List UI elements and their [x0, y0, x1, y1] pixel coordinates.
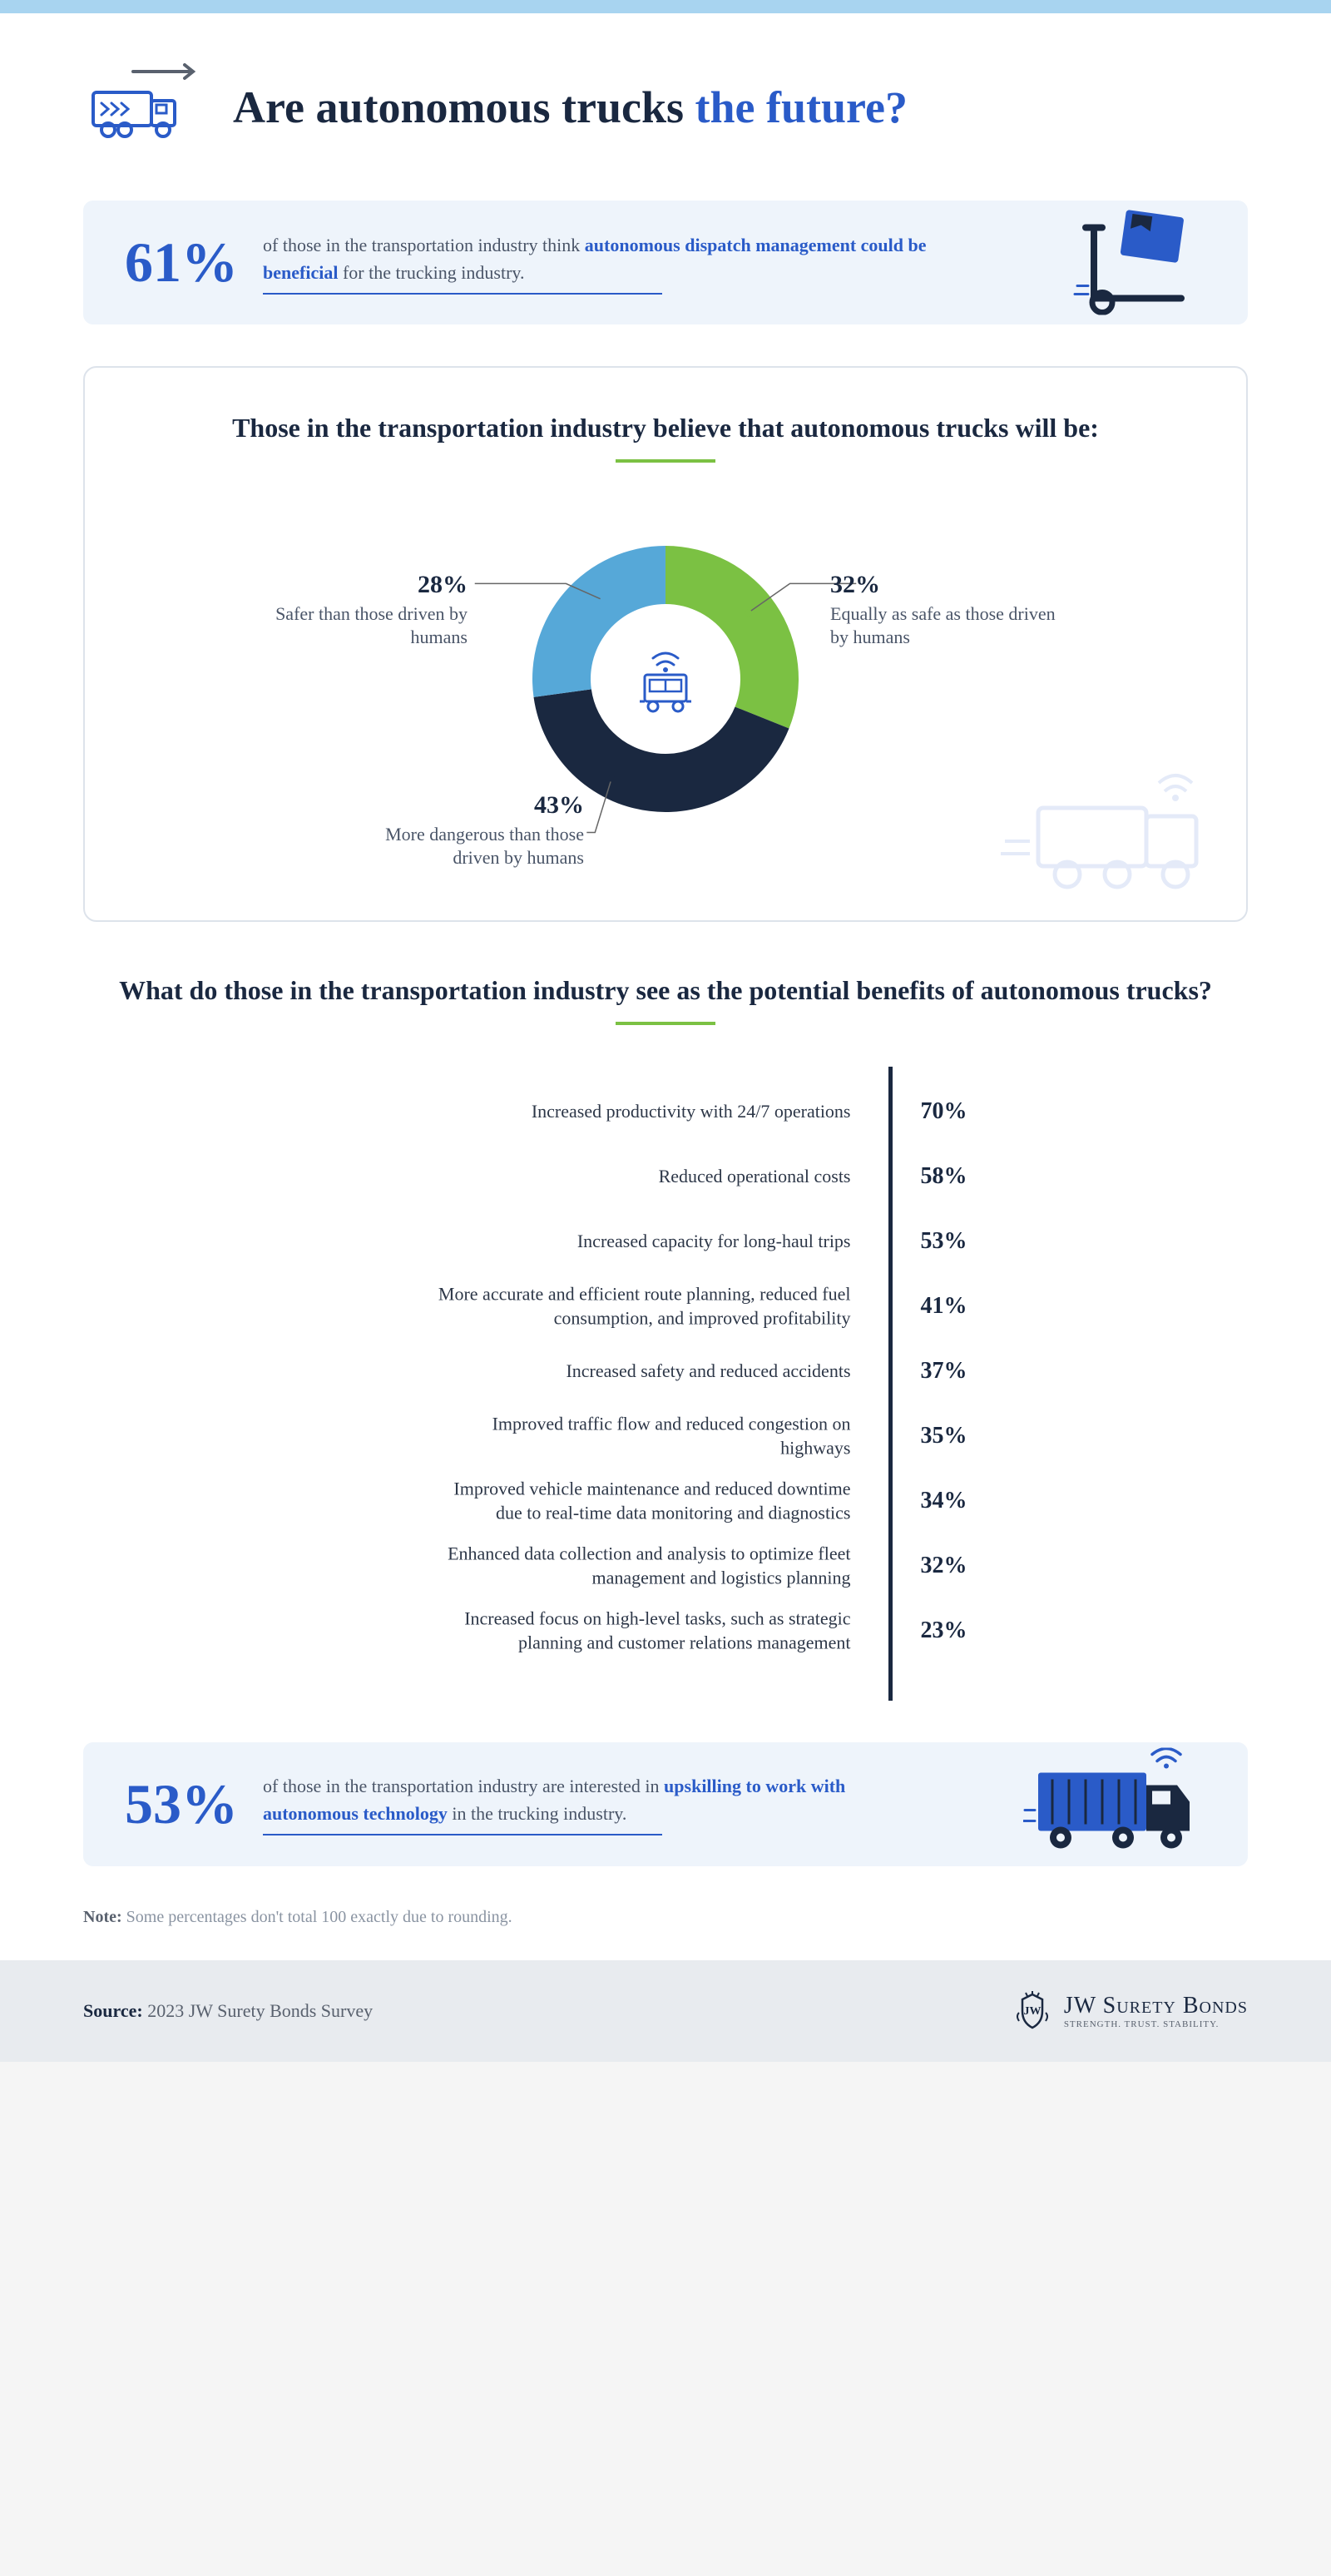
benefits-bar-chart: Increased productivity with 24/7 operati… — [888, 1067, 893, 1701]
title-underline — [616, 459, 715, 463]
svg-text:JW: JW — [1023, 2005, 1041, 2018]
footnote: Note: Some percentages don't total 100 e… — [83, 1908, 1248, 1927]
stat-pct: 61% — [125, 230, 238, 295]
source-text: Source: 2023 JW Surety Bonds Survey — [83, 2000, 373, 2022]
title-highlight: the future? — [695, 82, 908, 132]
benefit-label: Increased focus on high-level tasks, suc… — [431, 1606, 872, 1655]
container-truck-icon — [1023, 1748, 1206, 1860]
hand-truck-icon — [1073, 206, 1206, 319]
underline — [263, 1834, 662, 1835]
title-prefix: Are autonomous trucks — [233, 82, 695, 132]
donut-chart-section: Those in the transportation industry bel… — [83, 366, 1248, 922]
benefit-label: More accurate and efficient route planni… — [431, 1281, 872, 1330]
benefit-label: Reduced operational costs — [431, 1164, 872, 1189]
donut-label-equal: 32% Equally as safe as those driven by h… — [830, 571, 1063, 650]
logo-tagline: Strength. Trust. Stability. — [1064, 2019, 1248, 2029]
stat-text: of those in the transportation industry … — [263, 231, 928, 286]
benefit-label: Improved traffic flow and reduced conges… — [431, 1411, 872, 1460]
donut-center-icon — [607, 621, 724, 737]
stat-callout-upskill: 53% of those in the transportation indus… — [83, 1742, 1248, 1866]
benefit-label: Increased safety and reduced accidents — [431, 1359, 872, 1384]
benefit-pct: 35% — [921, 1423, 967, 1449]
stat-text-wrap: of those in the transportation industry … — [263, 1772, 928, 1835]
logo-name: JW Surety Bonds — [1064, 1993, 1248, 2019]
donut-title: Those in the transportation industry bel… — [135, 409, 1196, 447]
benefit-pct: 53% — [921, 1228, 967, 1255]
benefit-pct: 23% — [921, 1617, 967, 1644]
benefit-pct: 58% — [921, 1163, 967, 1190]
benefit-label: Increased productivity with 24/7 operati… — [431, 1099, 872, 1124]
benefit-pct: 34% — [921, 1488, 967, 1514]
top-accent-bar — [0, 0, 1331, 13]
stat-pct: 53% — [125, 1771, 238, 1837]
benefit-label: Enhanced data collection and analysis to… — [431, 1541, 872, 1590]
title-underline — [616, 1022, 715, 1025]
brand-logo: JW JW Surety Bonds Strength. Trust. Stab… — [1011, 1989, 1248, 2033]
stat-text: of those in the transportation industry … — [263, 1772, 928, 1827]
footer: Source: 2023 JW Surety Bonds Survey JW J… — [0, 1960, 1331, 2062]
infographic-page: Are autonomous trucks the future? 61% of… — [0, 0, 1331, 2062]
benefit-pct: 70% — [921, 1098, 967, 1125]
benefit-pct: 41% — [921, 1293, 967, 1320]
truck-arrow-icon — [83, 63, 208, 151]
stat-text-wrap: of those in the transportation industry … — [263, 231, 928, 295]
donut-label-safer: 28% Safer than those driven by humans — [268, 571, 468, 650]
benefit-label: Improved vehicle maintenance and reduced… — [431, 1476, 872, 1525]
crest-icon: JW — [1011, 1989, 1054, 2033]
benefit-pct: 32% — [921, 1553, 967, 1579]
page-title: Are autonomous trucks the future? — [233, 82, 908, 133]
benefits-section: What do those in the transportation indu… — [83, 972, 1248, 1701]
stat-callout-dispatch: 61% of those in the transportation indus… — [83, 201, 1248, 324]
underline — [263, 293, 662, 295]
donut-label-dangerous: 43% More dangerous than those driven by … — [368, 791, 584, 870]
benefits-title: What do those in the transportation indu… — [83, 972, 1248, 1009]
benefit-label: Increased capacity for long-haul trips — [431, 1229, 872, 1254]
ghost-truck-icon — [997, 766, 1230, 904]
header: Are autonomous trucks the future? — [0, 13, 1331, 184]
benefit-pct: 37% — [921, 1358, 967, 1385]
